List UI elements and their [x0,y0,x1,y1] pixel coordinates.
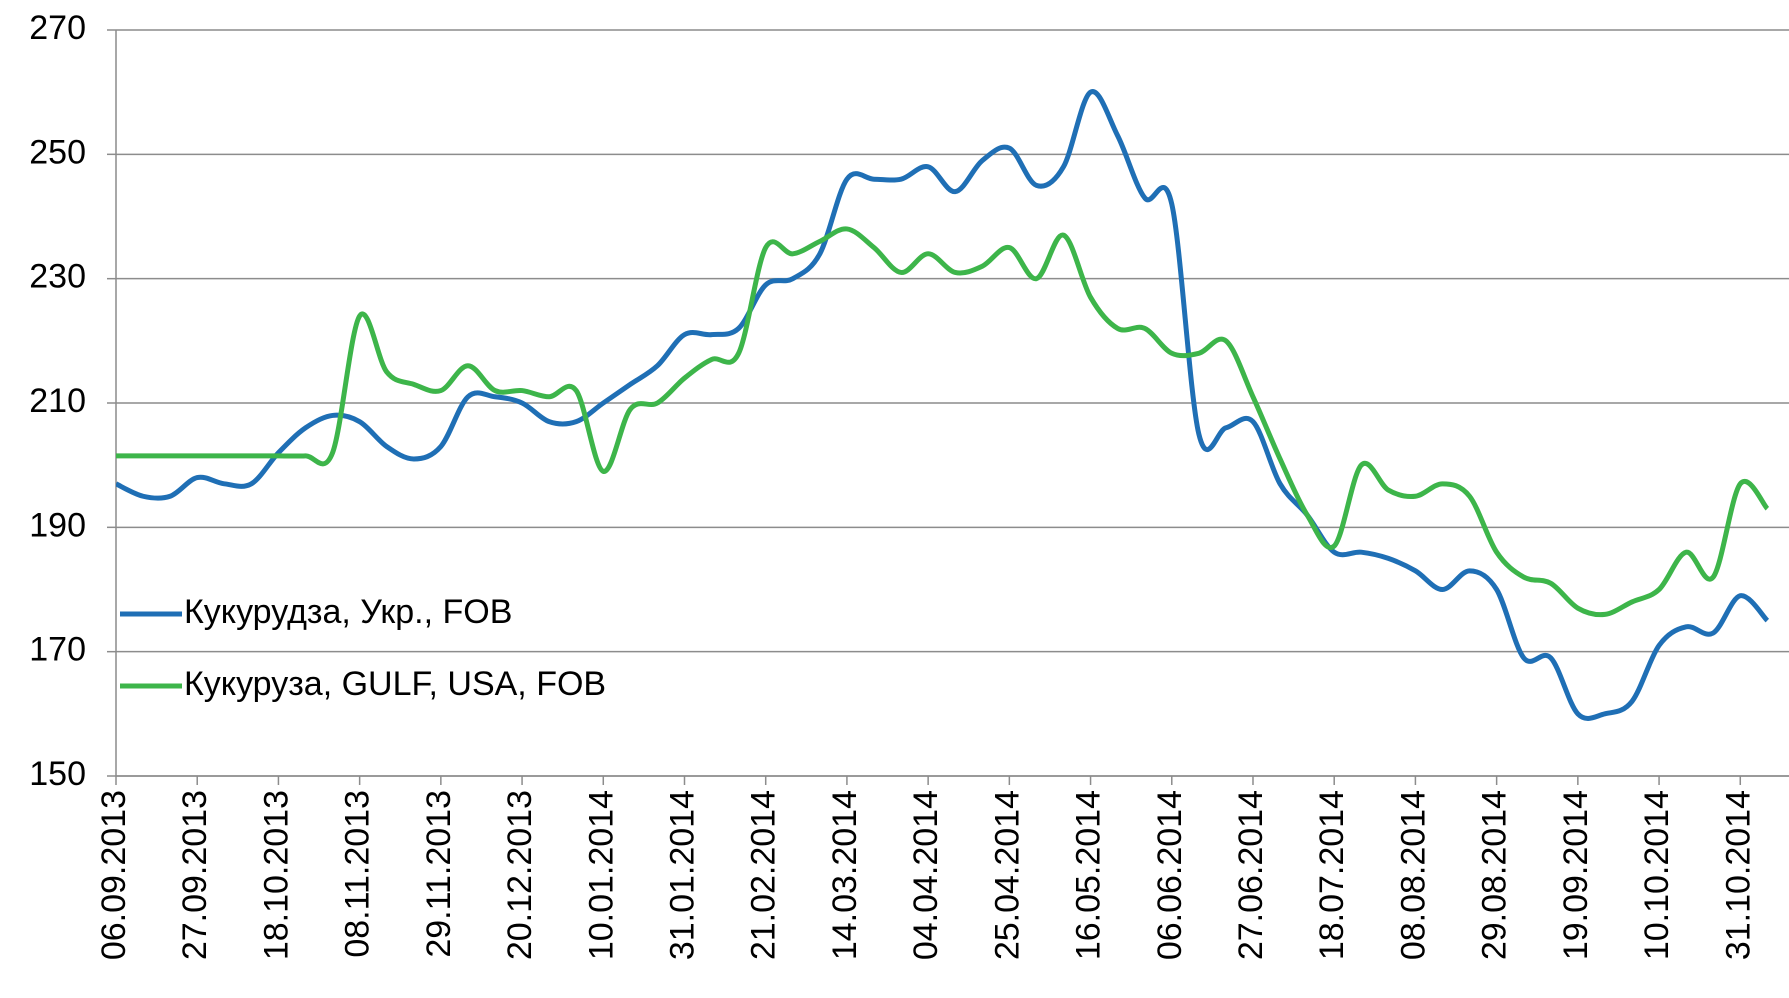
x-tick-label: 16.05.2014 [1070,790,1108,960]
y-tick-label: 210 [29,382,86,420]
y-tick-label: 150 [29,755,86,793]
x-tick-label: 21.02.2014 [745,790,783,960]
x-tick-label: 27.09.2013 [176,790,214,960]
legend-label: Кукурудза, Укр., FOB [184,593,512,631]
x-tick-label: 18.10.2013 [257,790,295,960]
series-line [116,89,1770,721]
x-tick-label: 27.06.2014 [1232,790,1270,960]
x-tick-label: 31.01.2014 [663,790,701,960]
x-tick-label: 06.06.2014 [1151,790,1189,960]
x-tick-label: 10.10.2014 [1638,790,1676,960]
y-tick-label: 170 [29,631,86,669]
y-tick-label: 190 [29,506,86,544]
series-line [116,226,1770,618]
y-tick-label: 270 [29,9,86,47]
x-tick-label: 14.03.2014 [826,790,864,960]
x-tick-label: 25.04.2014 [988,790,1026,960]
x-tick-label: 10.01.2014 [582,790,620,960]
y-tick-label: 230 [29,258,86,296]
x-tick-label: 18.07.2014 [1313,790,1351,960]
x-tick-label: 19.09.2014 [1557,790,1595,960]
x-tick-label: 29.11.2013 [420,790,458,958]
x-tick-label: 08.11.2013 [339,790,377,958]
x-tick-label: 08.08.2014 [1394,790,1432,960]
legend-label: Кукуруза, GULF, USA, FOB [184,665,606,703]
x-tick-label: 04.04.2014 [907,790,945,960]
x-tick-label: 31.10.2014 [1719,790,1757,960]
x-tick-label: 20.12.2013 [501,790,539,960]
x-tick-label: 29.08.2014 [1476,790,1514,960]
y-tick-label: 250 [29,133,86,171]
x-tick-label: 06.09.2013 [95,790,133,960]
